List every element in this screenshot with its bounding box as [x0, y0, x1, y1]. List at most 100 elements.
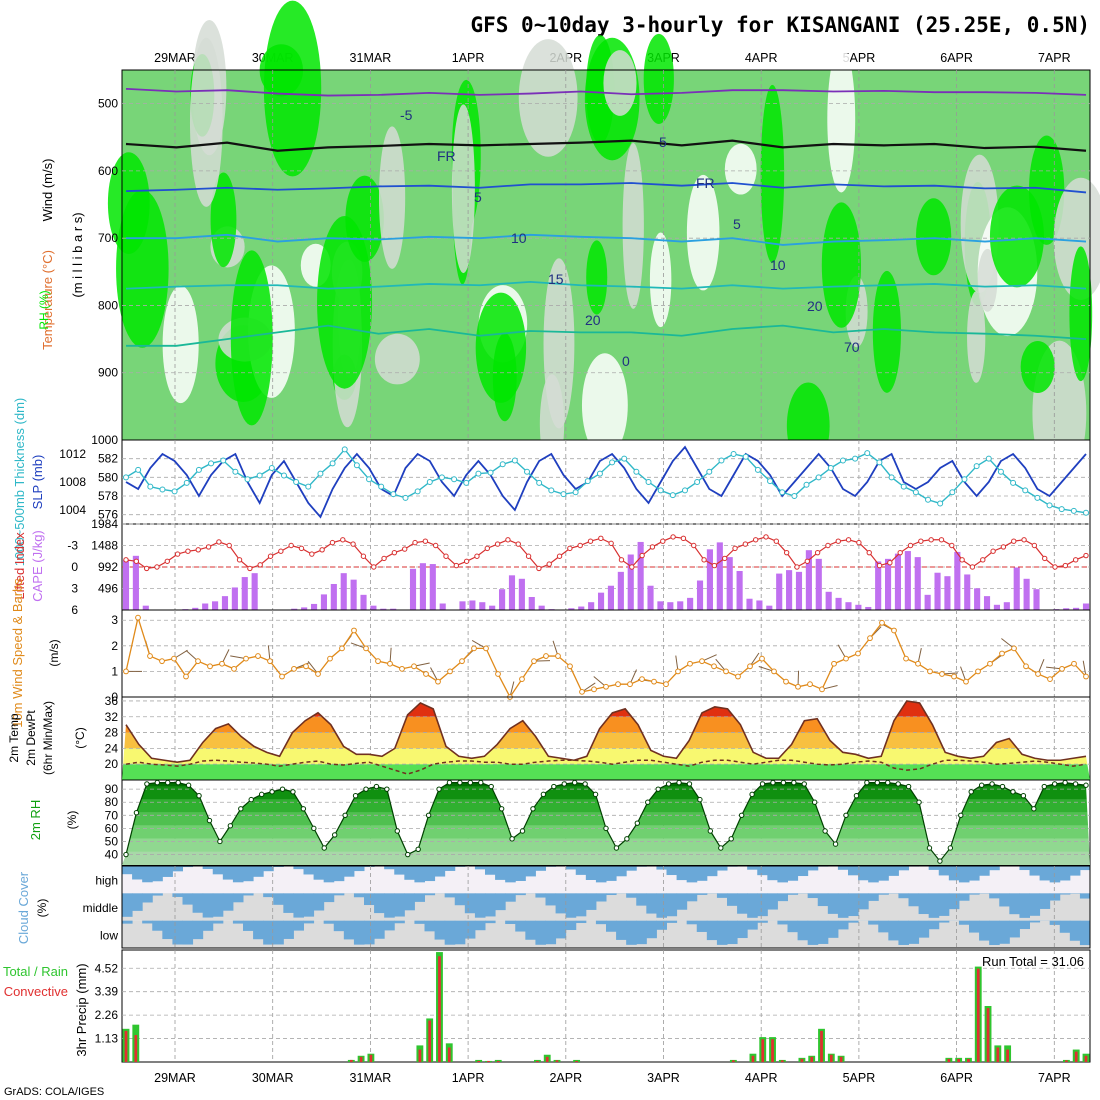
- rh-blob: [116, 189, 169, 348]
- thickness-point: [402, 494, 409, 501]
- cape-bar: [508, 575, 516, 610]
- cloud-block: [585, 893, 597, 910]
- cloud-block: [999, 893, 1010, 907]
- ylabel-cape: CAPE (J/kg): [30, 530, 45, 602]
- rh-blob: [189, 37, 223, 207]
- cloud-block: [1059, 893, 1071, 895]
- cape-bar: [291, 608, 298, 610]
- thickness-point: [876, 459, 883, 466]
- contour-label: 20: [807, 298, 823, 314]
- li-point: [278, 548, 284, 554]
- slp-tick-label: 1012: [59, 447, 86, 461]
- cloud-block: [434, 866, 446, 877]
- cloud-block: [404, 866, 415, 880]
- cape-bar: [409, 568, 417, 610]
- thickness-point: [317, 470, 324, 477]
- rh-point: [300, 806, 307, 812]
- wind-speed-point: [279, 673, 285, 680]
- cloud-block: [394, 920, 405, 924]
- cloud-block: [716, 866, 728, 871]
- thickness-point: [718, 457, 725, 464]
- li-point: [381, 555, 387, 562]
- cloud-block: [1029, 893, 1041, 916]
- cape-bar: [469, 600, 476, 610]
- rh-point: [175, 779, 181, 786]
- thickness-point: [1058, 506, 1065, 513]
- cape-bar: [825, 591, 832, 610]
- cloud-block: [293, 866, 304, 870]
- rh-point: [248, 796, 254, 803]
- cloud-block: [616, 920, 627, 940]
- cloud-block: [343, 920, 355, 940]
- cloud-block: [616, 866, 627, 877]
- li-point: [639, 552, 645, 559]
- wind-speed-point: [183, 673, 189, 680]
- date-axis-top: 29MAR30MAR31MAR1APR2APR3APR4APR5APR6APR7…: [154, 51, 1070, 65]
- rh-point: [947, 845, 954, 851]
- cloud-level-label: high: [95, 874, 118, 888]
- thickness-point: [280, 472, 287, 479]
- rh-blob: [1069, 246, 1093, 382]
- cloud-block: [787, 920, 799, 933]
- date-label-bottom: 30MAR: [252, 1071, 294, 1085]
- rh-point: [540, 791, 547, 798]
- rh-point: [1062, 779, 1068, 786]
- precip-convective-bar: [545, 1056, 549, 1062]
- precip-convective-bar: [780, 1060, 784, 1062]
- rh-point: [582, 781, 588, 787]
- wind-speed-point: [783, 678, 789, 685]
- rh-point: [728, 836, 734, 842]
- li-point: [918, 538, 924, 544]
- wind-speed-point: [723, 668, 729, 675]
- li-point: [412, 539, 418, 546]
- cape-bar: [746, 598, 753, 610]
- cloud-block: [303, 866, 315, 875]
- thickness-point: [1083, 509, 1089, 516]
- thickness-point: [754, 466, 761, 473]
- li-point: [825, 542, 831, 549]
- wind-speed-point: [363, 645, 369, 652]
- li-point: [463, 558, 470, 564]
- wind-speed-point: [171, 655, 177, 662]
- pressure-tick-label: 600: [98, 164, 118, 178]
- precip-convective-bar: [800, 1058, 804, 1062]
- li-point: [845, 537, 852, 543]
- pressure-tick-label: 700: [98, 231, 118, 245]
- cloud-block: [1069, 920, 1081, 941]
- date-label-bottom: 31MAR: [350, 1071, 392, 1085]
- rh-point: [519, 828, 526, 834]
- cloud-block: [232, 920, 244, 924]
- thickness-point: [596, 470, 603, 477]
- li-point: [649, 544, 656, 550]
- li-point: [897, 549, 903, 556]
- thickness-point: [244, 476, 251, 483]
- cape-bar: [993, 604, 1000, 610]
- cloud-block: [918, 920, 930, 938]
- li-point: [990, 548, 996, 554]
- thickness-point: [524, 468, 531, 475]
- cloud-block: [575, 866, 587, 875]
- li-point: [185, 548, 191, 554]
- cloud-block: [303, 893, 315, 917]
- thickness-point: [681, 487, 688, 494]
- precip-total-bar: [475, 1059, 483, 1062]
- precip-total-bar: [494, 1059, 502, 1062]
- cape-bar: [380, 608, 387, 610]
- rh-point: [185, 782, 192, 788]
- li-point: [907, 542, 914, 549]
- rh-point: [895, 781, 901, 787]
- thickness-point: [937, 500, 944, 507]
- rh-point: [989, 781, 995, 787]
- cloud-block: [878, 866, 889, 881]
- rh-blob: [989, 185, 1044, 288]
- ylabel-temp-unit: (°C): [73, 727, 87, 748]
- precip-total-bar: [573, 1059, 581, 1062]
- cloud-block: [565, 920, 577, 931]
- cloud-block: [807, 893, 819, 899]
- thickness-point: [159, 486, 166, 493]
- precip-tick-label: 3.39: [95, 985, 119, 999]
- li-point: [1042, 555, 1048, 562]
- cloud-block: [1079, 866, 1091, 871]
- cloud-block: [706, 920, 718, 941]
- cloud-block: [1059, 920, 1071, 933]
